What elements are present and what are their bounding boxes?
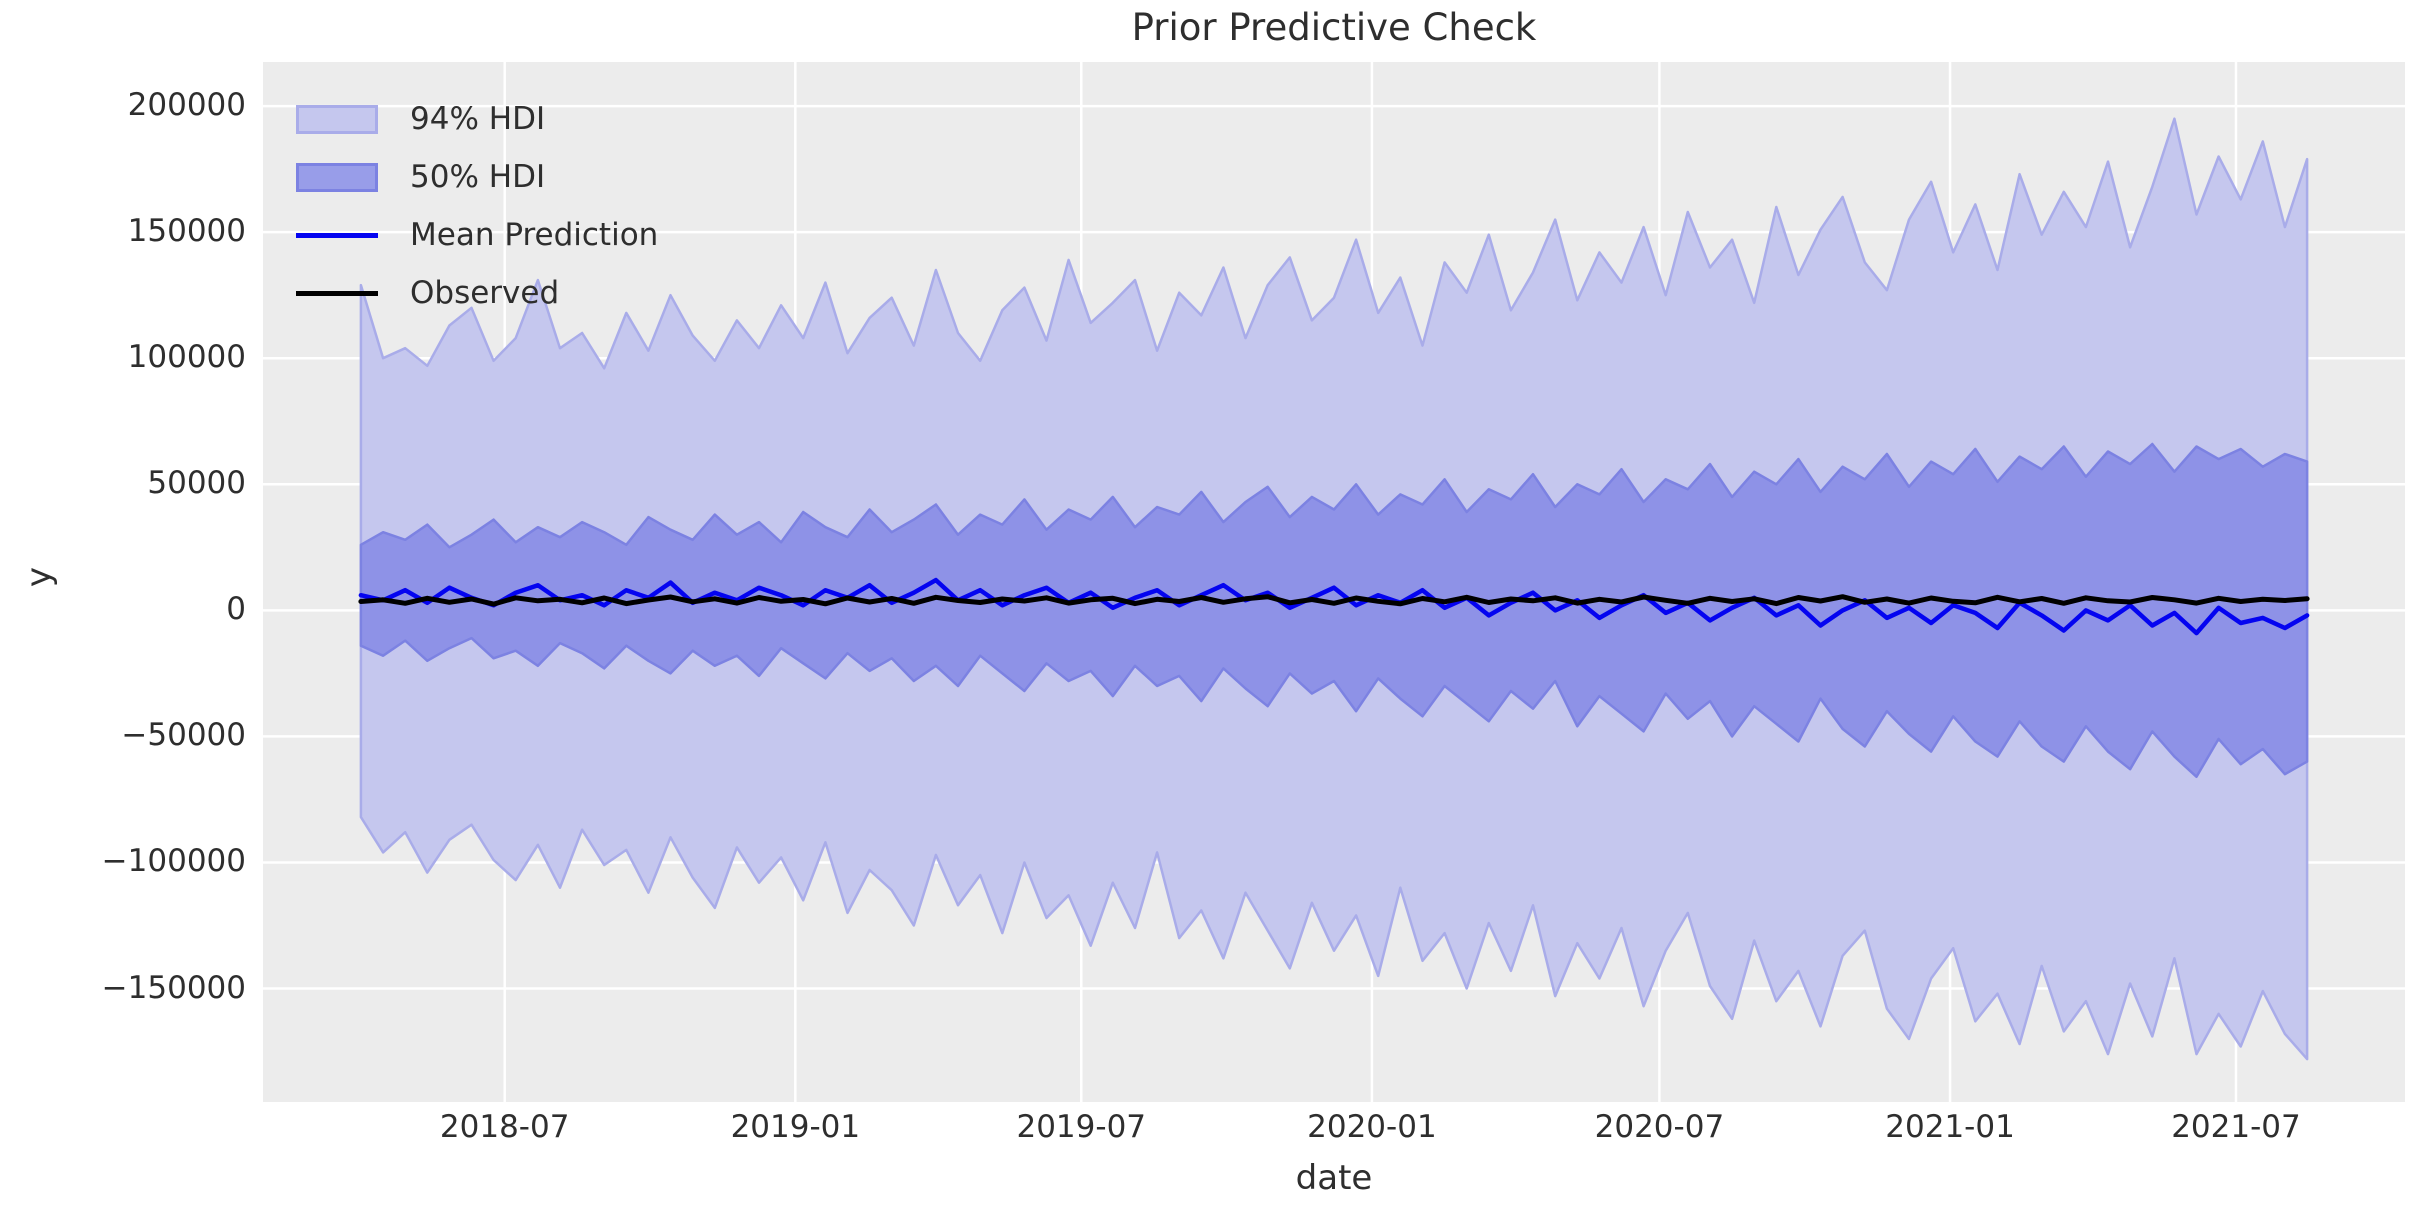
mean-prediction-line: [358, 577, 2310, 636]
x-axis-label: date: [1295, 1158, 1373, 1198]
y-tick-label: 150000: [127, 213, 246, 250]
legend-label-50-hdi: 50% HDI: [410, 159, 546, 195]
observed-line-icon: [296, 290, 378, 296]
legend-item-mean-prediction: Mean Prediction: [296, 217, 659, 253]
x-tick-label: 2021-01: [1885, 1109, 2015, 1145]
chart-title: Prior Predictive Check: [1131, 6, 1537, 49]
y-tick-label: −150000: [101, 969, 246, 1006]
legend-label-observed: Observed: [410, 275, 560, 311]
y-tick-label: −50000: [121, 717, 246, 754]
y-tick-label: 0: [226, 591, 246, 628]
x-tick-label: 2018-07: [439, 1109, 570, 1145]
hdi-94-swatch-icon: [296, 104, 378, 134]
legend-label-94-hdi: 94% HDI: [410, 101, 546, 137]
y-tick-label: 200000: [127, 87, 246, 124]
hdi-50-swatch-icon: [296, 162, 378, 192]
x-tick-label: 2019-07: [1016, 1109, 1147, 1145]
legend: 94% HDI 50% HDI Mean Prediction Observed: [296, 101, 659, 311]
legend-item-observed: Observed: [296, 275, 658, 311]
y-tick-label: 50000: [147, 465, 246, 502]
y-tick-label: 100000: [127, 339, 246, 376]
legend-label-mean-prediction: Mean Prediction: [410, 217, 659, 253]
observed-line: [358, 594, 2310, 607]
y-tick-label: −100000: [101, 843, 246, 880]
legend-item-50-hdi: 50% HDI: [296, 159, 658, 195]
hdi-50-band: [359, 442, 2309, 779]
legend-item-94-hdi: 94% HDI: [296, 101, 658, 137]
x-tick-label: 2021-07: [2171, 1109, 2301, 1145]
x-tick-label: 2020-07: [1594, 1109, 1725, 1145]
x-tick-label: 2019-01: [730, 1109, 861, 1145]
x-tick-label: 2020-01: [1307, 1109, 1437, 1145]
mean-line-icon: [296, 232, 378, 238]
